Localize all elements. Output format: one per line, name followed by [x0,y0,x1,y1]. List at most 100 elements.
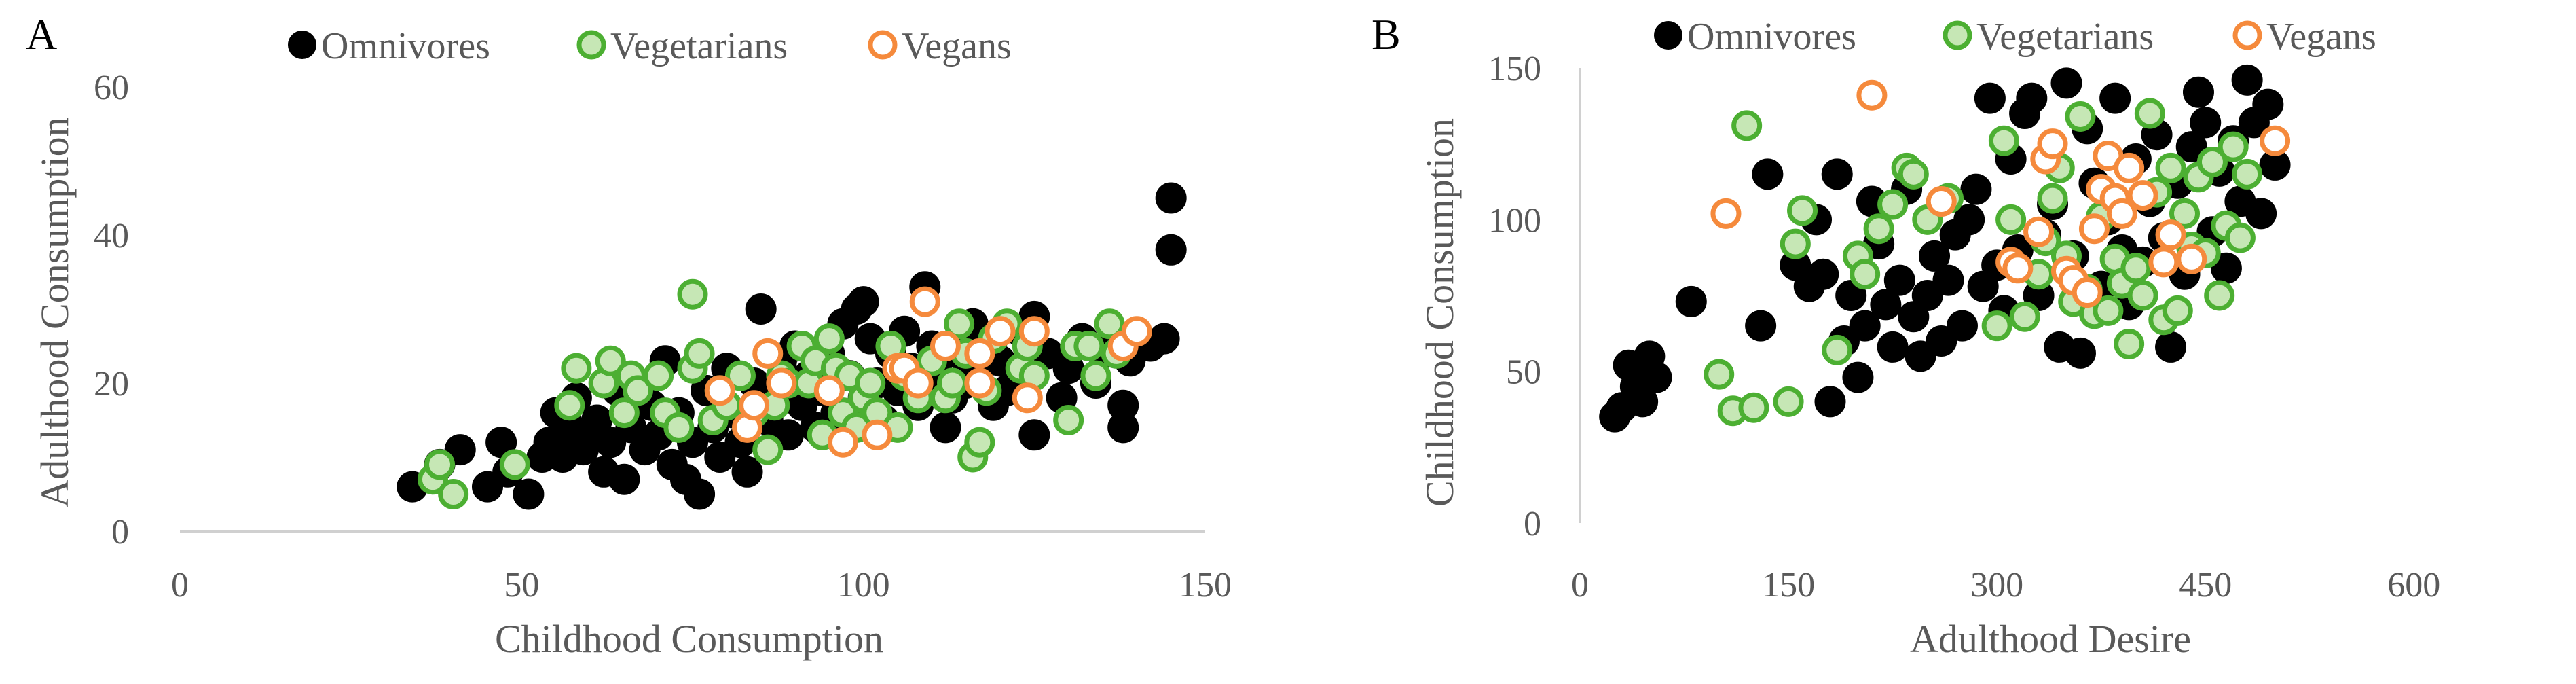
point-vegetarian [2155,152,2186,183]
legend-omnivores-label: Omnivores [321,25,490,67]
point-vegetarian [1863,213,1894,245]
point-vegetarian [643,360,674,391]
point-vegan [2148,247,2179,278]
point-omnivore [1155,234,1187,266]
point-vegetarian [2162,295,2193,326]
point-omnivore [2050,67,2082,99]
point-omnivore [1932,264,1964,296]
legend-vegans-marker [2232,20,2262,50]
point-vegan [2078,213,2110,245]
panel-b-x-tick-label: 0 [1571,566,1589,605]
point-omnivore [1953,204,1985,236]
point-vegetarian [1094,308,1125,340]
point-vegetarian [2196,146,2228,177]
point-vegan [827,427,858,458]
point-vegan [1856,79,1888,111]
point-vegan [1012,382,1043,414]
point-vegetarian [1850,259,1881,290]
point-vegan [2176,243,2207,274]
point-omnivore [485,427,517,458]
point-vegetarian [1073,331,1105,361]
panel-b-x-tick-label: 150 [1762,566,1815,605]
point-omnivore [1675,285,1707,317]
panel-b-y-tick-label: 50 [1506,353,1541,392]
point-omnivore [1960,173,1992,205]
panel-b-x-axis-title: Adulthood Desire [1910,617,2191,661]
point-omnivore [1842,361,1874,393]
point-omnivore [1919,240,1951,272]
point-vegan [2155,219,2186,251]
legend-omnivores-label: Omnivores [1687,16,1856,58]
point-vegetarian [1704,359,1735,390]
point-omnivore [684,478,716,510]
point-vegan [704,375,735,406]
point-omnivore [2190,107,2222,139]
point-vegetarian [2120,253,2152,284]
point-vegan [2114,152,2145,183]
panel-a-points [397,182,1187,510]
panel-b-points [1599,64,2291,433]
point-omnivore [1148,323,1180,355]
point-omnivore [2231,64,2263,96]
point-vegetarian [2009,301,2040,332]
point-vegetarian [1981,310,2012,342]
point-vegetarian [663,412,695,443]
panel-a-x-tick-label: 0 [171,566,189,605]
panel-a-label: A [26,10,57,58]
point-vegetarian [1773,386,1804,417]
panel-b-y-tick-label: 0 [1524,505,1541,543]
point-vegan [964,338,995,369]
point-omnivore [1752,158,1784,190]
point-vegetarian [2232,158,2263,190]
point-vegetarian [2127,280,2158,311]
legend-omnivores-marker [1654,21,1682,50]
point-vegetarian [1780,228,1811,259]
point-vegan [964,367,995,399]
point-omnivore [930,412,961,444]
legend-vegetarians-label: Vegetarians [610,25,788,67]
point-vegetarian [2037,183,2068,214]
panel-b-y-axis-title: Childhood Consumption [1418,118,1462,507]
legend-vegetarians-marker [1943,20,1972,50]
legend-vegetarians-label: Vegetarians [1976,16,2154,58]
panel-a-y-tick-labels: 0 20 40 60 [94,69,129,552]
point-omnivore [2099,82,2131,114]
point-vegan [1710,198,1742,229]
point-omnivore [1821,158,1853,190]
point-omnivore [1814,386,1846,418]
point-vegetarian [1877,189,1909,220]
point-vegetarian [561,353,592,384]
point-vegan [766,367,797,399]
point-vegetarian [2093,295,2124,326]
point-omnivore [731,456,763,488]
point-vegetarian [2169,198,2201,229]
point-vegetarian [1787,195,1818,226]
point-vegetarian [608,397,640,429]
point-omnivore [1883,264,1915,296]
panel-b-y-tick-label: 100 [1488,201,1541,240]
point-vegan [2260,125,2291,156]
point-vegetarian [1995,204,2027,235]
panel-b-x-tick-label: 300 [1970,566,2023,605]
panel-a-x-tick-labels: 0 50 100 150 [171,566,1232,605]
panel-a-y-tick-label: 40 [94,217,129,255]
point-omnivore [1974,82,2006,114]
panel-b-y-tick-label: 150 [1488,50,1541,88]
point-vegetarian [855,367,886,399]
panel-a-x-tick-label: 50 [504,566,539,605]
point-vegetarian [944,308,975,340]
point-vegan [985,316,1016,347]
point-omnivore [1946,310,1978,342]
panel-a: A Omnivores Vegetarians Vegans Adulthood… [26,10,1232,661]
point-omnivore [2245,198,2277,230]
point-omnivore [1849,310,1881,342]
point-omnivore [1877,331,1909,363]
point-vegetarian [813,323,845,355]
point-vegetarian [937,367,968,399]
point-vegan [1926,186,1957,217]
point-vegan [902,367,934,399]
point-omnivore [513,478,545,510]
point-omnivore [2182,76,2214,108]
panel-b-x-tick-label: 600 [2387,566,2440,605]
